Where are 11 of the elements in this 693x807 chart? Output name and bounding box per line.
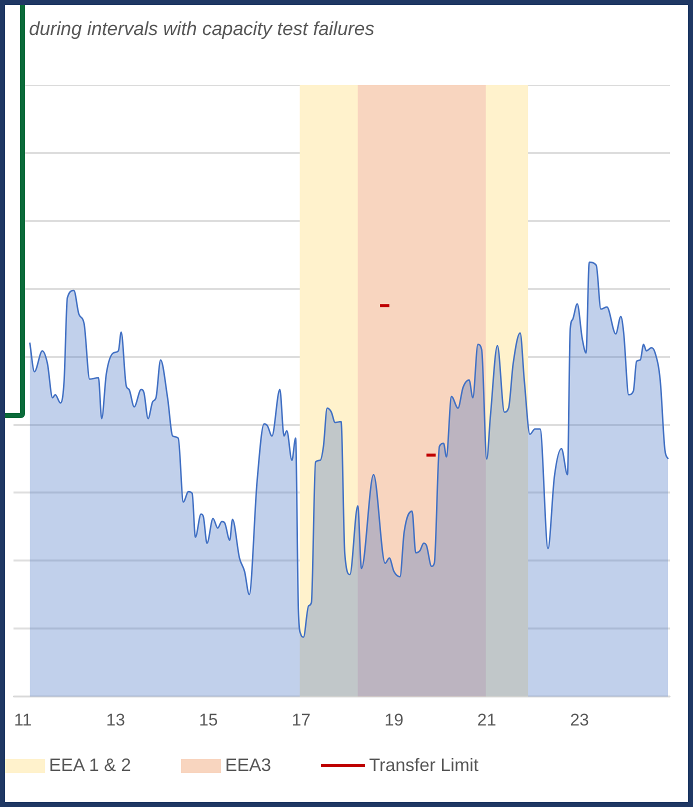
x-tick-label: 21 [477,710,496,730]
chart-title: during intervals with capacity test failures [29,19,374,41]
x-tick-label: 15 [198,710,218,730]
x-tick-label: 13 [106,710,126,730]
legend-label: Transfer Limit [369,755,478,776]
legend-label: EEA 1 & 2 [49,755,132,776]
x-tick-label: 23 [570,710,589,730]
x-tick-label: 17 [292,710,311,730]
x-tick-label: 11 [14,710,32,730]
legend-label: EEA3 [225,755,272,776]
x-tick-label: 19 [384,710,404,730]
